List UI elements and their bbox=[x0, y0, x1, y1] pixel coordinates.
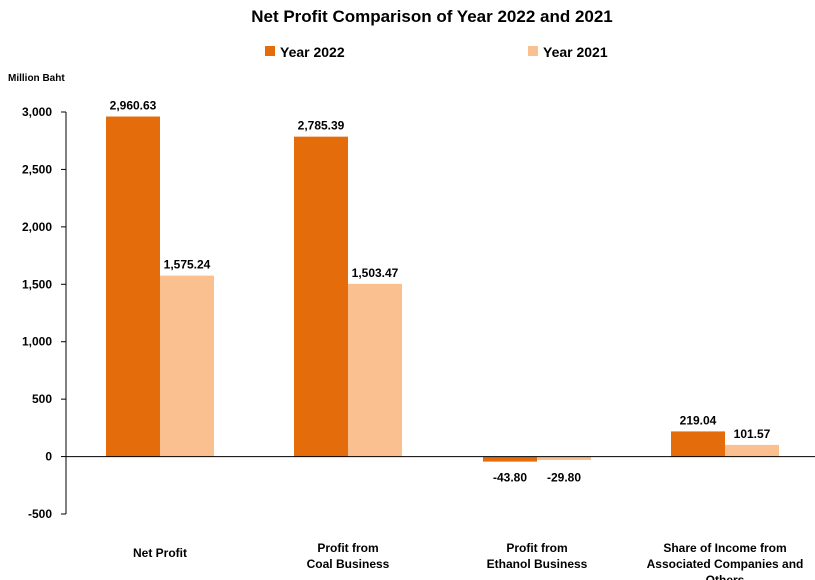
x-axis-categories: Net Profit Profit from Coal Business Profit… bbox=[133, 541, 803, 580]
bar-year-2021-3 bbox=[537, 456, 591, 460]
data-label-year-2021-4: 101.57 bbox=[734, 427, 771, 441]
legend-swatch-year-2021 bbox=[528, 46, 538, 56]
y-axis-ticks: -500 0 500 1,000 1,500 2,000 2,500 3,000 bbox=[22, 105, 66, 521]
bar-year-2022-1 bbox=[106, 116, 160, 457]
y-tick-label: -500 bbox=[28, 507, 52, 521]
y-tick-label: 500 bbox=[32, 392, 52, 406]
x-category-label: Coal Business bbox=[307, 557, 390, 571]
x-category-label: Share of Income from bbox=[663, 541, 786, 555]
bar-year-2021-4 bbox=[725, 444, 779, 457]
bar-year-2021-1 bbox=[160, 275, 214, 457]
y-tick-label: 1,500 bbox=[22, 277, 52, 291]
bar-year-2021-2 bbox=[348, 283, 402, 457]
data-label-year-2021-2: 1,503.47 bbox=[352, 266, 399, 280]
y-tick-label: 3,000 bbox=[22, 105, 52, 119]
bars bbox=[106, 116, 779, 462]
x-category-label: Profit from bbox=[317, 541, 378, 555]
legend-label-year-2021: Year 2021 bbox=[543, 44, 608, 60]
x-category-label: Others bbox=[706, 573, 745, 580]
legend: Year 2022 Year 2021 bbox=[265, 44, 608, 60]
y-tick-label: 2,000 bbox=[22, 220, 52, 234]
data-label-year-2022-4: 219.04 bbox=[680, 413, 717, 427]
data-label-year-2021-1: 1,575.24 bbox=[164, 258, 211, 272]
x-category-label: Profit from bbox=[506, 541, 567, 555]
x-category-label: Associated Companies and bbox=[647, 557, 804, 571]
y-tick-label: 1,000 bbox=[22, 335, 52, 349]
data-label-year-2022-2: 2,785.39 bbox=[298, 119, 345, 133]
y-axis-unit-label: Million Baht bbox=[8, 73, 65, 84]
data-label-year-2022-1: 2,960.63 bbox=[110, 99, 157, 113]
data-label-year-2021-3: -29.80 bbox=[547, 471, 581, 485]
bar-year-2022-4 bbox=[671, 431, 725, 457]
y-tick-label: 2,500 bbox=[22, 162, 52, 176]
legend-label-year-2022: Year 2022 bbox=[280, 44, 345, 60]
x-category-label: Ethanol Business bbox=[487, 557, 588, 571]
chart-title: Net Profit Comparison of Year 2022 and 2… bbox=[251, 7, 613, 26]
bar-year-2022-2 bbox=[294, 136, 348, 457]
x-category-label: Net Profit bbox=[133, 546, 187, 560]
data-label-year-2022-3: -43.80 bbox=[493, 471, 527, 485]
y-tick-label: 0 bbox=[45, 450, 52, 464]
bar-year-2022-3 bbox=[483, 456, 537, 462]
legend-swatch-year-2022 bbox=[265, 46, 275, 56]
data-labels: 2,960.63 2,785.39 -43.80 219.04 1,575.24 1,50… bbox=[110, 99, 771, 485]
